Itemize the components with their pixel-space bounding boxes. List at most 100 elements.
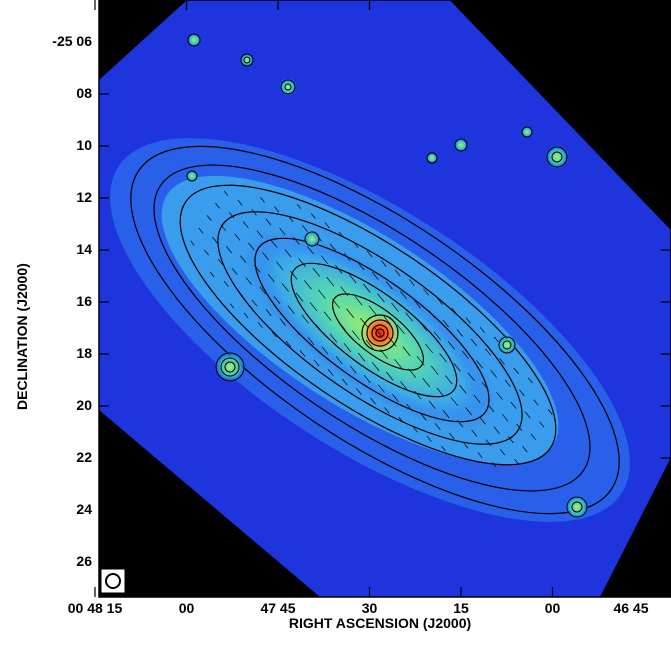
polarization-vector (307, 246, 314, 255)
polarization-vector (485, 348, 491, 356)
polarization-vector (406, 403, 413, 412)
polarization-vector (442, 319, 449, 328)
polarization-vector (365, 339, 374, 350)
polarization-vectors (190, 190, 553, 468)
polarization-vector (491, 461, 497, 468)
polarization-vector (240, 255, 247, 263)
polarization-vector (298, 258, 306, 268)
polarization-vector (323, 311, 332, 321)
polarization-vector (190, 240, 195, 246)
polarization-vector (400, 290, 407, 300)
polarization-vector (530, 433, 536, 440)
polarization-vector (378, 384, 385, 393)
polarization-vector (212, 236, 218, 244)
polarization-vector (307, 337, 315, 346)
x-axis-title: RIGHT ASCENSION (J2000) (288, 615, 472, 631)
polarization-vector (463, 442, 469, 449)
polarization-vector (302, 224, 308, 232)
ra-tick-label: 15 (453, 600, 469, 616)
polarization-vector (442, 410, 450, 419)
y-axis-title: DECLINATION (J2000) (14, 263, 30, 410)
polarization-vector (428, 400, 436, 409)
polarization-vector (459, 384, 467, 394)
polarization-vector (234, 233, 241, 241)
source (565, 495, 589, 519)
polarization-vector (471, 429, 478, 437)
polarization-vector (433, 331, 441, 341)
polarization-vector (349, 274, 357, 284)
polarization-vector (374, 327, 383, 338)
polarization-vector (519, 389, 525, 397)
polarization-vector (450, 397, 458, 406)
polarization-vector (326, 277, 335, 287)
polarization-vector (332, 298, 340, 309)
polarization-vector (335, 355, 343, 365)
polarization-vector (388, 336, 397, 347)
dec-tick-label: 08 (76, 85, 92, 101)
polarization-vector (354, 296, 363, 306)
polarization-vector (226, 246, 232, 254)
polarization-vector (504, 379, 511, 388)
polarization-vector (522, 446, 528, 453)
polarization-vector (215, 202, 220, 209)
polarization-vector (516, 423, 523, 431)
polarization-vector (253, 264, 261, 273)
polarization-vector (524, 411, 531, 419)
polarization-vector (392, 394, 399, 402)
polarization-vector (357, 352, 366, 362)
polarization-vector (204, 249, 209, 256)
source (240, 53, 254, 67)
polarization-vector (416, 355, 425, 366)
polarization-vector (380, 260, 387, 267)
polarization-vector (386, 281, 393, 290)
polarization-vector (349, 365, 357, 374)
source (304, 231, 320, 247)
polarization-vector (453, 362, 461, 372)
dec-tick-label: 12 (76, 189, 92, 205)
polarization-vector (324, 222, 330, 229)
polarization-vector (295, 292, 304, 302)
polarization-vector (301, 314, 309, 324)
source (186, 170, 198, 182)
polarization-vector (409, 279, 415, 286)
polarization-vector (394, 269, 401, 277)
polarization-vector (279, 227, 286, 236)
polarization-vector (265, 308, 272, 317)
polarization-vector (299, 350, 306, 357)
polarization-vector (451, 307, 457, 315)
polarization-vector (473, 394, 481, 403)
polarization-vector (256, 230, 263, 239)
polarization-vector (412, 426, 418, 433)
polarization-vector (441, 445, 446, 452)
polarization-vector (243, 312, 249, 319)
polarization-vector (223, 190, 229, 196)
polarization-vector (437, 298, 443, 305)
polarization-vector (436, 387, 445, 397)
polarization-vector (420, 413, 427, 421)
polarization-vector (449, 432, 455, 440)
polarization-vector (445, 375, 453, 385)
polarization-vector (493, 426, 500, 434)
background-sources (186, 33, 589, 519)
polarization-vector (400, 381, 408, 391)
source (187, 33, 201, 47)
polarization-vector (419, 321, 427, 331)
polarization-vector (402, 346, 411, 357)
polarization-vector (394, 358, 402, 369)
polarization-vector (352, 241, 359, 248)
polarization-vector (271, 331, 277, 338)
polarization-vector (262, 252, 269, 261)
polarization-vector (309, 302, 318, 312)
polarization-vector (287, 305, 295, 314)
polarization-vector (465, 317, 471, 324)
polarization-vector (527, 377, 533, 384)
polarization-vector (284, 249, 292, 258)
ra-tick-label: 46 45 (613, 600, 649, 616)
polarization-vector (245, 277, 252, 285)
dec-tick-label: -25 06 (52, 33, 92, 49)
contour-lines (130, 145, 620, 515)
polarization-vector (470, 338, 477, 347)
source (426, 152, 438, 164)
polarization-vector (327, 369, 334, 376)
